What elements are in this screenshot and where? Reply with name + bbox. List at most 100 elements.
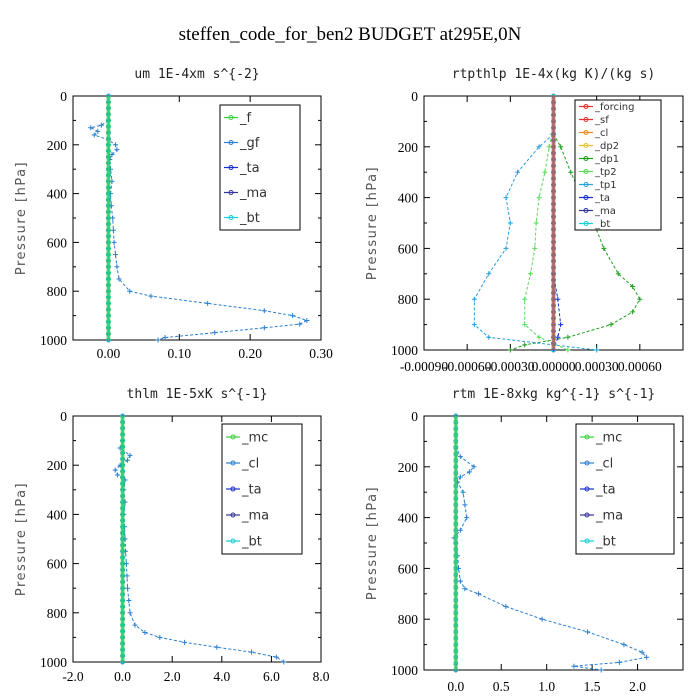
legend-item: _tp2 [579, 167, 617, 178]
data-point [91, 132, 97, 138]
x-tick-label: -2.0 [62, 669, 84, 684]
legend-marker [584, 434, 590, 440]
legend-marker [583, 195, 589, 200]
data-point [630, 284, 636, 289]
data-point [466, 469, 472, 475]
data-point [486, 271, 492, 277]
data-point [212, 330, 218, 336]
y-tick-label: 1000 [40, 655, 67, 670]
y-tick-label: 1000 [391, 343, 418, 358]
legend-item: _ma [226, 509, 269, 524]
data-point [558, 322, 564, 328]
legend-label: _bt [239, 211, 260, 226]
y-tick-label: 800 [398, 612, 419, 627]
legend-label: _ta [241, 483, 262, 498]
data-point [457, 527, 463, 533]
data-point [273, 654, 279, 660]
legend-label: _ma [239, 186, 267, 201]
x-tick-label: 8.0 [313, 669, 330, 684]
x-tick-label: -0.00060 [443, 359, 492, 374]
y-tick-label: 400 [47, 507, 68, 522]
legend-label: _bt [241, 535, 262, 550]
legend-item: _ma [579, 206, 616, 217]
data-point [568, 169, 574, 175]
data-point [88, 125, 94, 131]
data-point [110, 215, 116, 221]
legend-item: _f [224, 111, 252, 126]
data-point [471, 464, 477, 470]
data-point [464, 515, 470, 521]
legend-label: _bt [594, 219, 610, 230]
data-point [571, 663, 577, 669]
data-point [476, 591, 482, 597]
x-tick-label: 0.00030 [575, 359, 619, 374]
data-point [261, 308, 267, 314]
x-tick-label: 0.5 [493, 679, 510, 694]
y-tick-label: 0 [411, 409, 418, 424]
legend-item: _ta [226, 483, 262, 498]
data-point [536, 144, 542, 150]
data-point [503, 245, 509, 251]
data-point [558, 144, 564, 150]
legend-box [574, 99, 662, 231]
legend-marker [230, 512, 236, 518]
data-point [157, 634, 163, 640]
chart-legend: _forcing _sf _cl _dp2 _dp1 _tp2 _tp1 _ta _ma _bt [574, 99, 662, 231]
data-point [630, 309, 636, 315]
x-tick-label: 0.00060 [618, 359, 662, 374]
legend-marker [230, 434, 236, 440]
data-point [457, 474, 463, 480]
data-point [598, 667, 604, 673]
x-tick-label: 4.0 [213, 669, 230, 684]
chart-panel-1: um 1E-4xm s^{-2} Pressure [hPa] 0 200 400 600… [14, 67, 333, 361]
x-tick-label: 0.0 [447, 679, 464, 694]
data-point [148, 293, 154, 299]
legend-marker [230, 460, 236, 466]
legend-label: _gf [239, 136, 260, 151]
legend-label: _bt [595, 535, 616, 550]
y-tick-label: 1000 [40, 333, 67, 348]
data-point [111, 239, 117, 245]
legend-item: _bt [224, 211, 260, 226]
y-tick-label: 200 [398, 460, 419, 475]
data-point [182, 639, 188, 645]
legend-marker [228, 190, 234, 195]
legend-label: _dp2 [594, 141, 619, 152]
data-point [532, 245, 538, 251]
legend-marker [583, 156, 589, 161]
data-point [486, 334, 492, 340]
legend-label: _f [239, 111, 252, 126]
data-point [546, 144, 552, 150]
data-point [114, 264, 120, 270]
legend-marker [228, 115, 234, 120]
x-tick-label: 0.10 [167, 346, 191, 361]
legend-marker [584, 512, 590, 518]
chart-panel-3: thlm 1E-5xK s^{-1} Pressure [hPa] 0 200 400 6… [14, 387, 330, 684]
data-point [214, 644, 220, 650]
y-tick-label: 600 [47, 235, 68, 250]
data-point [503, 604, 509, 609]
legend-item: _gf [224, 136, 260, 151]
data-point [116, 276, 122, 282]
data-point [507, 220, 513, 226]
y-axis-label: Pressure [hPa] [365, 486, 380, 600]
x-tick-label: 0.30 [309, 346, 333, 361]
series-tp1 [471, 131, 600, 353]
legend-marker [228, 165, 234, 170]
legend-label: _mc [241, 431, 268, 446]
panel-subtitle: um 1E-4xm s^{-2} [134, 67, 259, 82]
legend-marker [230, 486, 236, 492]
legend-label: _forcing [594, 102, 635, 113]
data-point [471, 296, 477, 302]
legend-item: _ta [580, 483, 616, 498]
data-point [601, 245, 607, 251]
series-tp2 [522, 131, 571, 353]
legend-item: _ma [580, 509, 623, 524]
y-tick-label: 200 [398, 140, 419, 155]
data-point [290, 313, 296, 319]
series-line [524, 133, 569, 351]
data-point [95, 128, 101, 134]
data-point [155, 337, 161, 343]
data-point [132, 622, 138, 628]
data-point [542, 169, 548, 175]
